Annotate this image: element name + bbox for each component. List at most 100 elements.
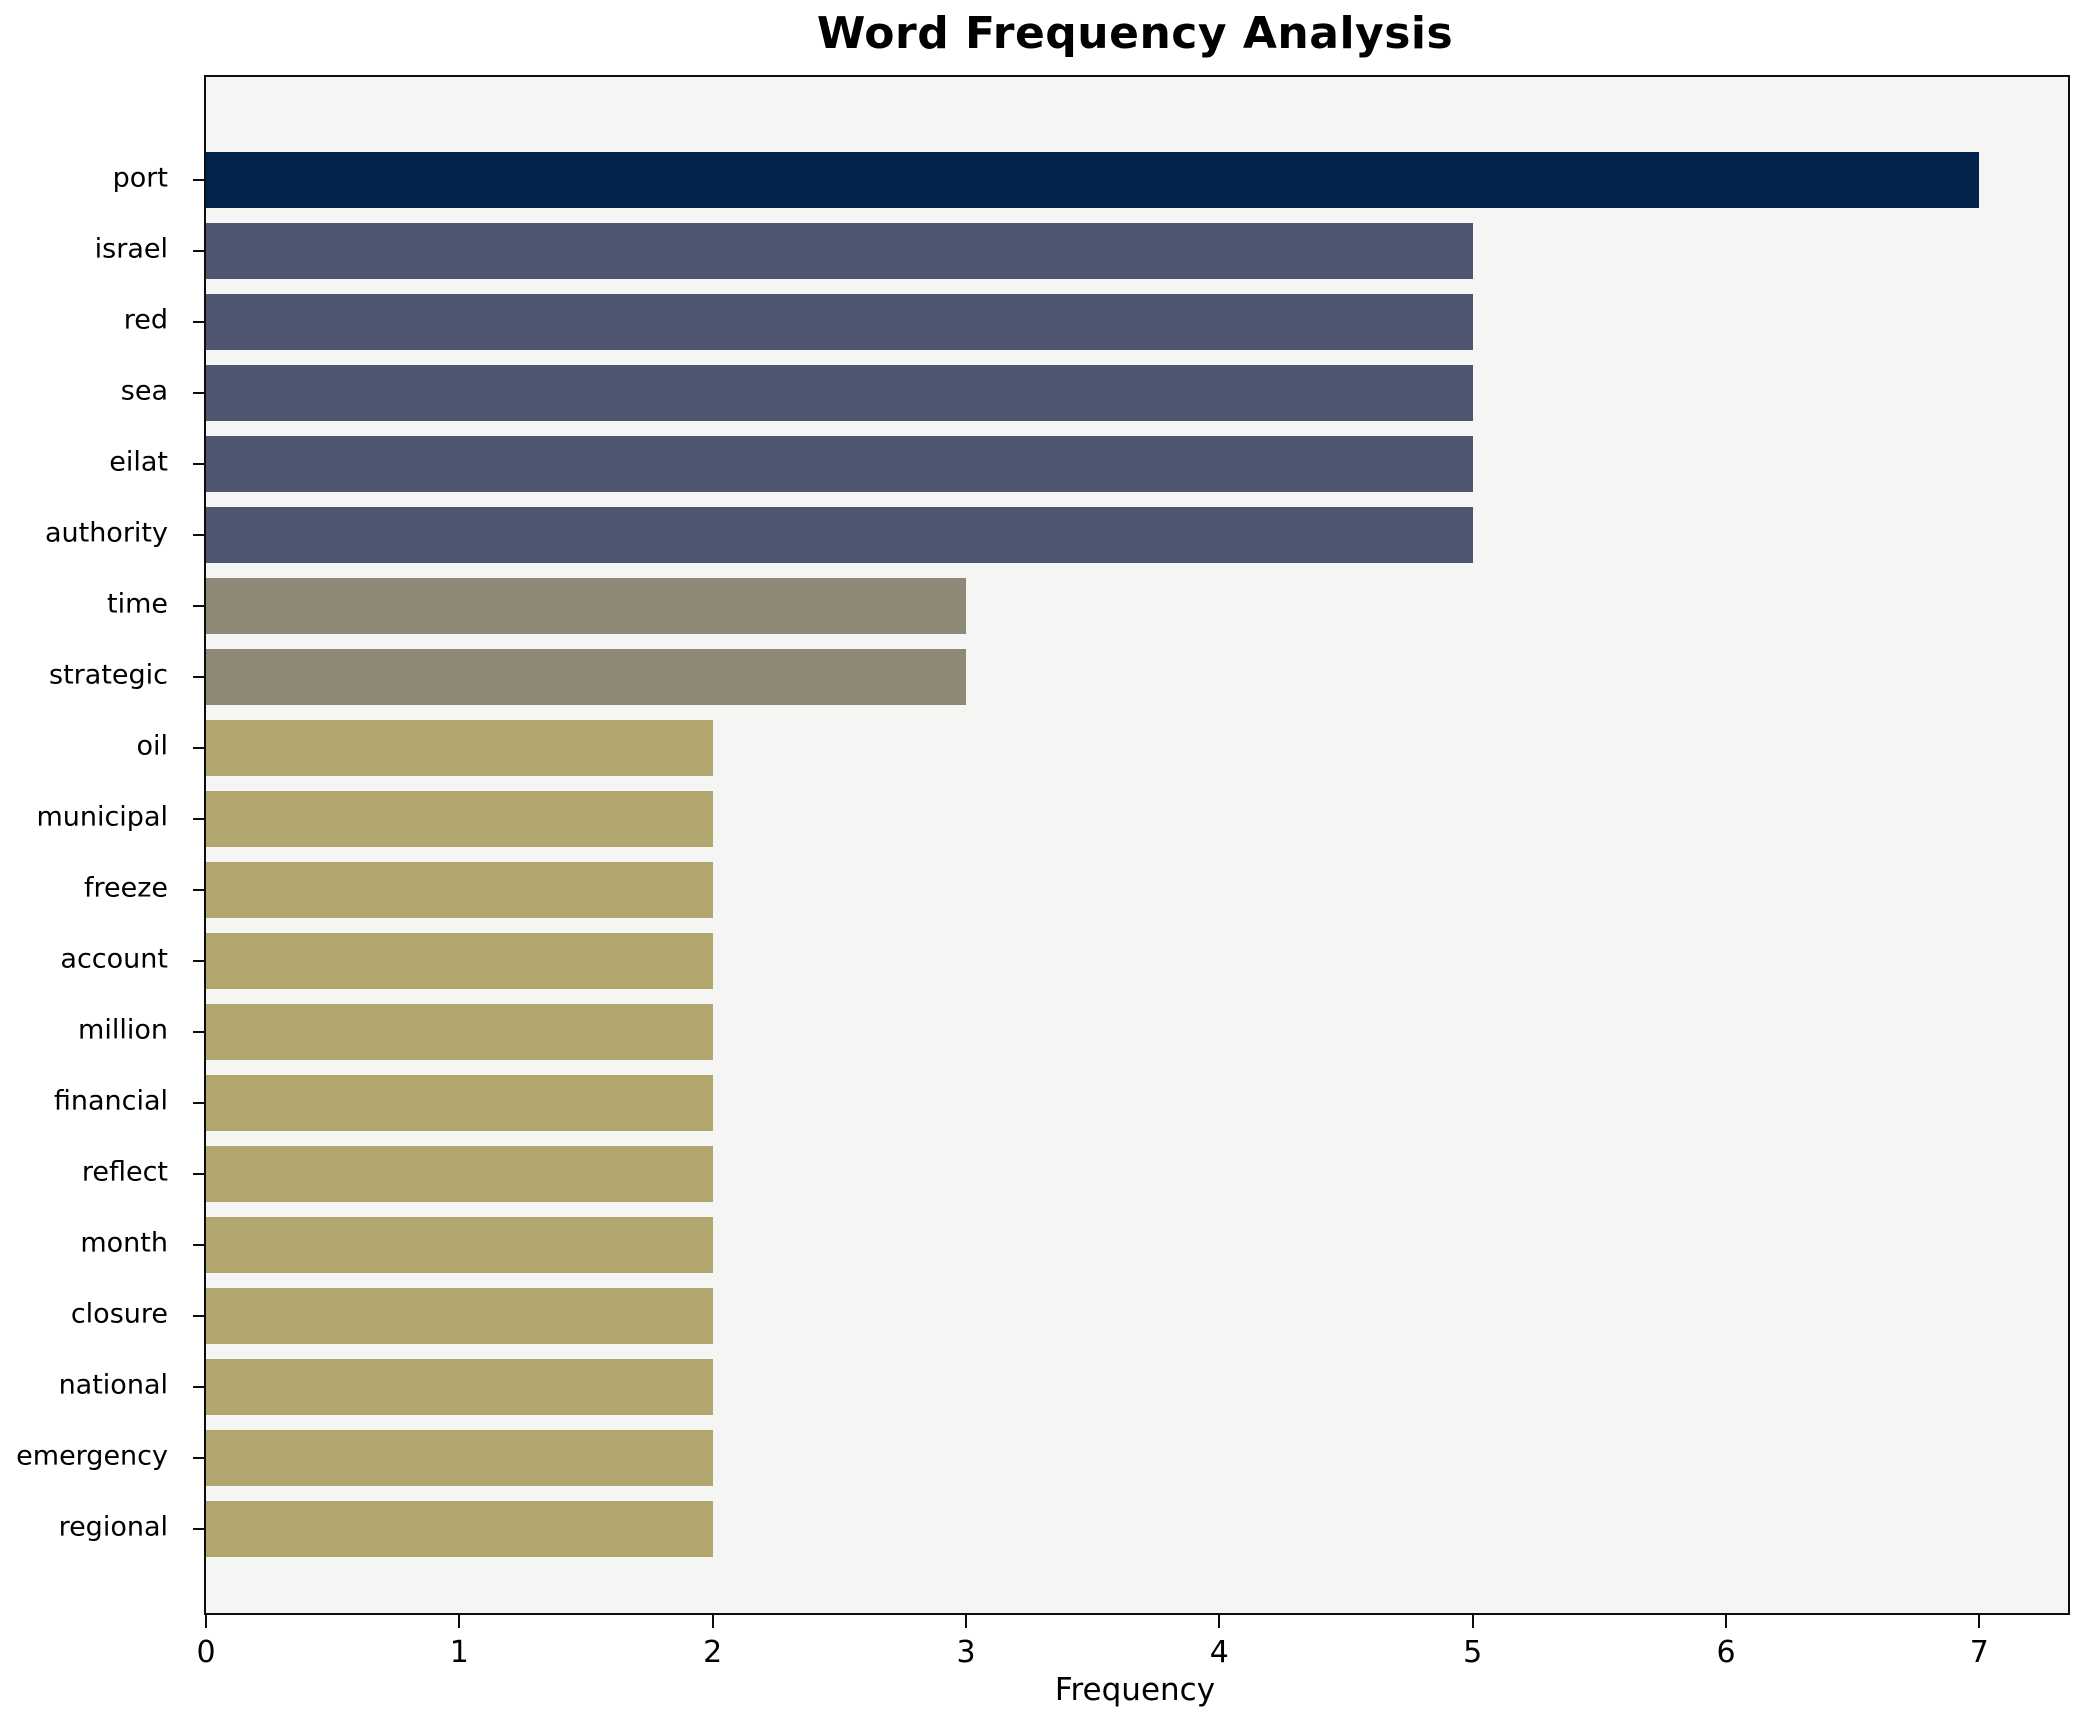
y-tick-label-closure: closure	[70, 1298, 168, 1329]
y-tick-label-emergency: emergency	[16, 1440, 168, 1471]
y-tick-mark	[193, 391, 204, 394]
x-tick-mark	[1218, 1615, 1221, 1628]
y-tick-mark	[193, 1314, 204, 1317]
bar-row	[206, 1280, 2068, 1351]
bar-national	[206, 1358, 713, 1415]
y-tick-label-red: red	[123, 304, 168, 335]
x-tick-label-0: 0	[196, 1635, 216, 1670]
bar-emergency	[206, 1429, 713, 1486]
y-tick-label-national: national	[58, 1369, 168, 1400]
y-tick-label-financial: financial	[53, 1085, 168, 1116]
y-tick-label-strategic: strategic	[49, 659, 168, 690]
x-tick-mark	[1471, 1615, 1474, 1628]
y-tick-label-oil: oil	[136, 730, 168, 761]
y-tick-label-regional: regional	[58, 1511, 168, 1542]
x-tick-mark	[458, 1615, 461, 1628]
bar-row	[206, 1138, 2068, 1209]
bar-row	[206, 357, 2068, 428]
y-tick-label-time: time	[106, 588, 168, 619]
bar-reflect	[206, 1145, 713, 1202]
bar-closure	[206, 1287, 713, 1344]
x-tick-mark	[1725, 1615, 1727, 1628]
bars-container	[206, 77, 2068, 1613]
x-tick-label-2: 2	[703, 1635, 723, 1670]
bar-row	[206, 1493, 2068, 1564]
bar-israel	[206, 222, 1473, 279]
x-tick-label-1: 1	[449, 1635, 469, 1670]
bar-strategic	[206, 648, 966, 705]
x-tick-label-6: 6	[1716, 1635, 1736, 1670]
bar-row	[206, 1209, 2068, 1280]
plot-area: 0 1 2 3 4 5 6 7	[193, 75, 2070, 1670]
bar-row	[206, 144, 2068, 215]
bar-row	[206, 996, 2068, 1067]
x-tick-mark	[205, 1615, 207, 1628]
bar-authority	[206, 506, 1473, 563]
bar-regional	[206, 1500, 713, 1557]
bar-account	[206, 932, 713, 989]
bar-row	[206, 925, 2068, 996]
x-tick-mark	[711, 1615, 714, 1628]
x-tick-label-5: 5	[1463, 1635, 1483, 1670]
bar-row	[206, 215, 2068, 286]
bar-row	[206, 712, 2068, 783]
bar-red	[206, 293, 1473, 350]
x-axis-label: Frequency	[1054, 1672, 1216, 1708]
y-tick-label-sea: sea	[120, 375, 168, 406]
y-tick-mark	[193, 533, 204, 536]
chart-title: Word Frequency Analysis	[816, 8, 1454, 59]
bar-row	[206, 854, 2068, 925]
y-tick-mark	[193, 888, 204, 891]
bar-row	[206, 1067, 2068, 1138]
bar-eilat	[206, 435, 1473, 492]
y-tick-mark	[193, 604, 204, 607]
y-tick-mark	[193, 1243, 204, 1246]
bar-oil	[206, 719, 713, 776]
y-tick-label-account: account	[60, 943, 168, 974]
bar-row	[206, 1422, 2068, 1493]
bar-row	[206, 1351, 2068, 1422]
y-tick-mark	[193, 320, 204, 323]
y-tick-label-municipal: municipal	[36, 801, 168, 832]
y-tick-label-reflect: reflect	[81, 1156, 168, 1187]
x-tick-mark	[1978, 1615, 1981, 1628]
x-tick-label-7: 7	[1969, 1635, 1989, 1670]
bar-sea	[206, 364, 1473, 421]
bar-financial	[206, 1074, 713, 1131]
y-axis-labels: port israel red sea eilat authority time strate…	[0, 75, 186, 1611]
x-tick-label-4: 4	[1209, 1635, 1229, 1670]
y-tick-mark	[193, 675, 204, 678]
y-tick-label-israel: israel	[94, 233, 168, 264]
y-tick-label-freeze: freeze	[83, 872, 168, 903]
x-tick-mark	[964, 1615, 967, 1628]
y-tick-label-million: million	[78, 1014, 168, 1045]
bar-row	[206, 641, 2068, 712]
y-tick-mark	[193, 1456, 204, 1459]
bar-port	[206, 151, 1980, 208]
y-tick-mark	[193, 1101, 204, 1104]
y-tick-mark	[193, 1172, 204, 1175]
bar-row	[206, 428, 2068, 499]
bar-row	[206, 499, 2068, 570]
y-tick-mark	[193, 1385, 204, 1388]
bar-municipal	[206, 790, 713, 847]
y-tick-mark	[193, 746, 204, 749]
y-tick-label-port: port	[112, 162, 168, 193]
y-tick-mark	[193, 1527, 204, 1530]
y-tick-label-eilat: eilat	[109, 446, 168, 477]
y-tick-label-authority: authority	[44, 517, 168, 548]
y-tick-mark	[193, 1030, 204, 1033]
bar-row	[206, 286, 2068, 357]
bar-month	[206, 1216, 713, 1273]
y-tick-label-month: month	[80, 1227, 168, 1258]
y-tick-mark	[193, 959, 204, 962]
x-tick-label-3: 3	[956, 1635, 976, 1670]
y-tick-mark	[193, 462, 204, 465]
bar-freeze	[206, 861, 713, 918]
bar-row	[206, 570, 2068, 641]
bar-time	[206, 577, 966, 634]
y-tick-mark	[193, 817, 204, 820]
y-tick-mark	[193, 249, 204, 252]
bar-row	[206, 783, 2068, 854]
